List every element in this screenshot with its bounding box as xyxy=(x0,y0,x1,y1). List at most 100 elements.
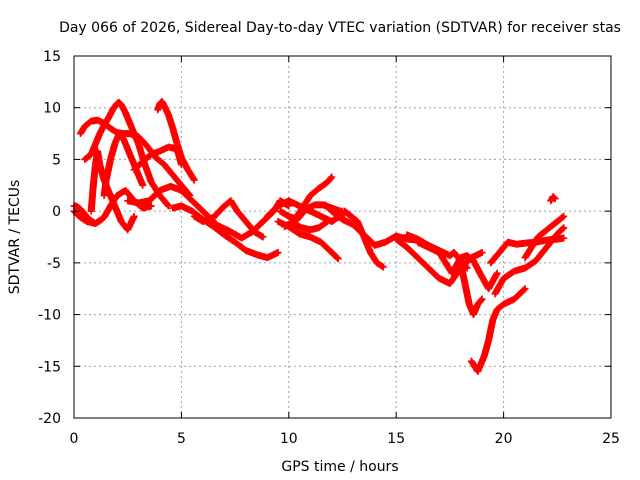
data-point xyxy=(328,173,336,181)
sample-markers xyxy=(354,219,367,240)
data-point xyxy=(130,212,138,220)
sample-markers xyxy=(286,223,302,237)
sample-markers xyxy=(554,213,567,225)
sample-markers xyxy=(299,193,313,212)
sample-markers xyxy=(228,198,240,214)
sample-markers xyxy=(140,151,154,165)
y-tick-label: 5 xyxy=(52,152,61,168)
sample-markers xyxy=(329,208,345,222)
sample-markers xyxy=(159,99,167,108)
sample-markers xyxy=(264,203,281,219)
sample-markers xyxy=(169,126,181,147)
sample-markers xyxy=(436,250,449,266)
sample-markers xyxy=(361,234,374,255)
sample-markers xyxy=(501,268,517,282)
sample-markers xyxy=(374,260,386,270)
sample-markers xyxy=(393,236,410,250)
data-markers xyxy=(70,98,568,375)
sample-markers xyxy=(107,141,118,162)
x-tick-label: 0 xyxy=(70,431,79,447)
sample-markers xyxy=(554,225,567,237)
sample-markers xyxy=(87,183,97,214)
sample-markers xyxy=(105,188,118,209)
data-point xyxy=(551,195,559,203)
y-tick-label: 10 xyxy=(43,101,61,117)
series-arc-28 xyxy=(547,193,559,205)
y-axis-label: SDTVAR / TECUs xyxy=(7,180,23,295)
series-arc-9 xyxy=(124,182,218,225)
axis-ticks: 0 5 10 15 20 25 -20 -15 -10 -5 0 5 10 15 xyxy=(38,49,620,447)
sample-markers xyxy=(522,245,535,260)
sample-markers xyxy=(211,203,227,220)
sample-markers xyxy=(316,179,330,192)
sample-markers xyxy=(249,219,266,235)
x-tick-label: 25 xyxy=(602,431,620,447)
data-point xyxy=(259,233,267,241)
data-point xyxy=(560,234,568,242)
sample-markers xyxy=(485,270,500,291)
sample-markers xyxy=(425,265,442,281)
series-arc-5 xyxy=(87,147,138,234)
sample-markers xyxy=(211,224,227,238)
sample-markers xyxy=(110,101,120,113)
sample-markers xyxy=(108,125,120,136)
sample-markers xyxy=(153,154,167,168)
series-arc-25 xyxy=(491,224,568,298)
sample-markers xyxy=(111,203,125,224)
data-point xyxy=(334,255,342,263)
sample-markers xyxy=(78,214,90,225)
y-tick-label: -10 xyxy=(38,308,61,324)
data-point xyxy=(147,202,155,210)
plot-frame xyxy=(73,55,612,419)
sample-markers xyxy=(129,126,142,147)
sample-markers xyxy=(116,131,127,142)
sample-markers xyxy=(178,187,195,204)
data-point xyxy=(190,176,198,184)
data-point xyxy=(274,249,282,257)
sample-markers xyxy=(120,136,133,157)
series-arc-17 xyxy=(289,217,331,234)
data-point xyxy=(379,263,387,271)
sample-markers xyxy=(415,255,431,271)
sample-markers xyxy=(161,162,176,178)
x-tick-label: 20 xyxy=(495,431,513,447)
x-tick-label: 15 xyxy=(387,431,405,447)
sample-markers xyxy=(342,208,354,219)
sample-markers xyxy=(232,239,249,254)
sample-markers xyxy=(494,301,507,313)
series-arc-22 xyxy=(414,238,501,293)
data-point xyxy=(493,269,501,277)
sample-markers xyxy=(318,239,335,255)
sample-markers xyxy=(488,250,502,266)
sample-markers xyxy=(550,194,558,202)
sample-markers xyxy=(348,213,360,225)
data-point xyxy=(521,285,529,293)
chart-title: Day 066 of 2026, Sidereal Day-to-day VTE… xyxy=(59,20,621,36)
series-arc-27 xyxy=(521,212,568,262)
sample-markers xyxy=(367,250,380,266)
sample-markers xyxy=(541,224,554,235)
sample-markers xyxy=(522,258,539,271)
sample-markers xyxy=(77,206,88,217)
sample-markers xyxy=(535,229,547,240)
data-point xyxy=(478,249,486,257)
data-point xyxy=(323,217,331,225)
data-point xyxy=(177,161,185,169)
sample-markers xyxy=(404,244,421,261)
data-point xyxy=(478,295,486,303)
sample-markers xyxy=(329,250,341,262)
sample-markers xyxy=(222,232,238,245)
sample-markers xyxy=(146,187,163,204)
sample-markers xyxy=(122,110,135,131)
series-arc-4 xyxy=(81,99,173,210)
sample-markers xyxy=(185,167,197,183)
sample-markers xyxy=(533,245,550,264)
sample-markers xyxy=(475,296,485,307)
x-axis-label: GPS time / hours xyxy=(281,459,398,475)
series-arc-8 xyxy=(130,143,185,174)
series-arc-6 xyxy=(100,130,147,200)
sample-markers xyxy=(131,159,146,173)
x-tick-label: 10 xyxy=(280,431,298,447)
sample-markers xyxy=(461,281,473,307)
